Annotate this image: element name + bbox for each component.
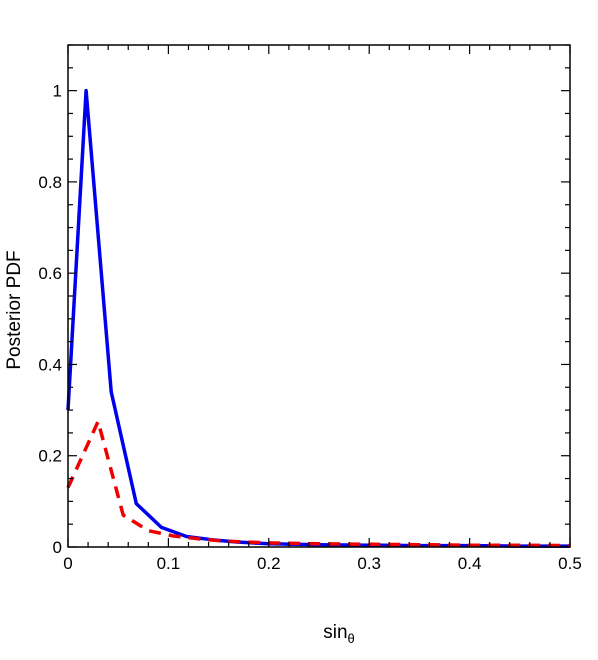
x-axis-title-main: sin xyxy=(323,622,347,643)
series-line-2 xyxy=(66,419,571,548)
x-tick-label: 0.4 xyxy=(458,554,482,573)
y-tick-label: 0 xyxy=(53,538,62,557)
y-axis-title: Posterior PDF xyxy=(4,250,25,369)
x-tick-label: 0 xyxy=(63,554,72,573)
y-tick-label: 0.6 xyxy=(38,264,62,283)
series-layer xyxy=(66,88,571,548)
x-tick-label: 0.1 xyxy=(157,554,181,573)
series-line-1 xyxy=(66,88,570,548)
tick-layer: 0 0.1 0.2 0.3 0.4 0.5 0 0.2 0.4 0.6 0.8 1 xyxy=(38,44,582,573)
plot-frame xyxy=(67,44,571,548)
x-tick-label: 0.5 xyxy=(558,554,582,573)
x-axis-title: sinθ xyxy=(323,622,355,646)
y-tick-label: 0.2 xyxy=(38,447,62,466)
x-axis-title-subscript: θ xyxy=(348,631,355,646)
y-tick-label: 0.8 xyxy=(38,173,62,192)
y-tick-label: 0.4 xyxy=(38,355,62,374)
x-tick-label: 0.3 xyxy=(357,554,381,573)
x-tick-label: 0.2 xyxy=(257,554,281,573)
y-tick-label: 1 xyxy=(53,82,62,101)
